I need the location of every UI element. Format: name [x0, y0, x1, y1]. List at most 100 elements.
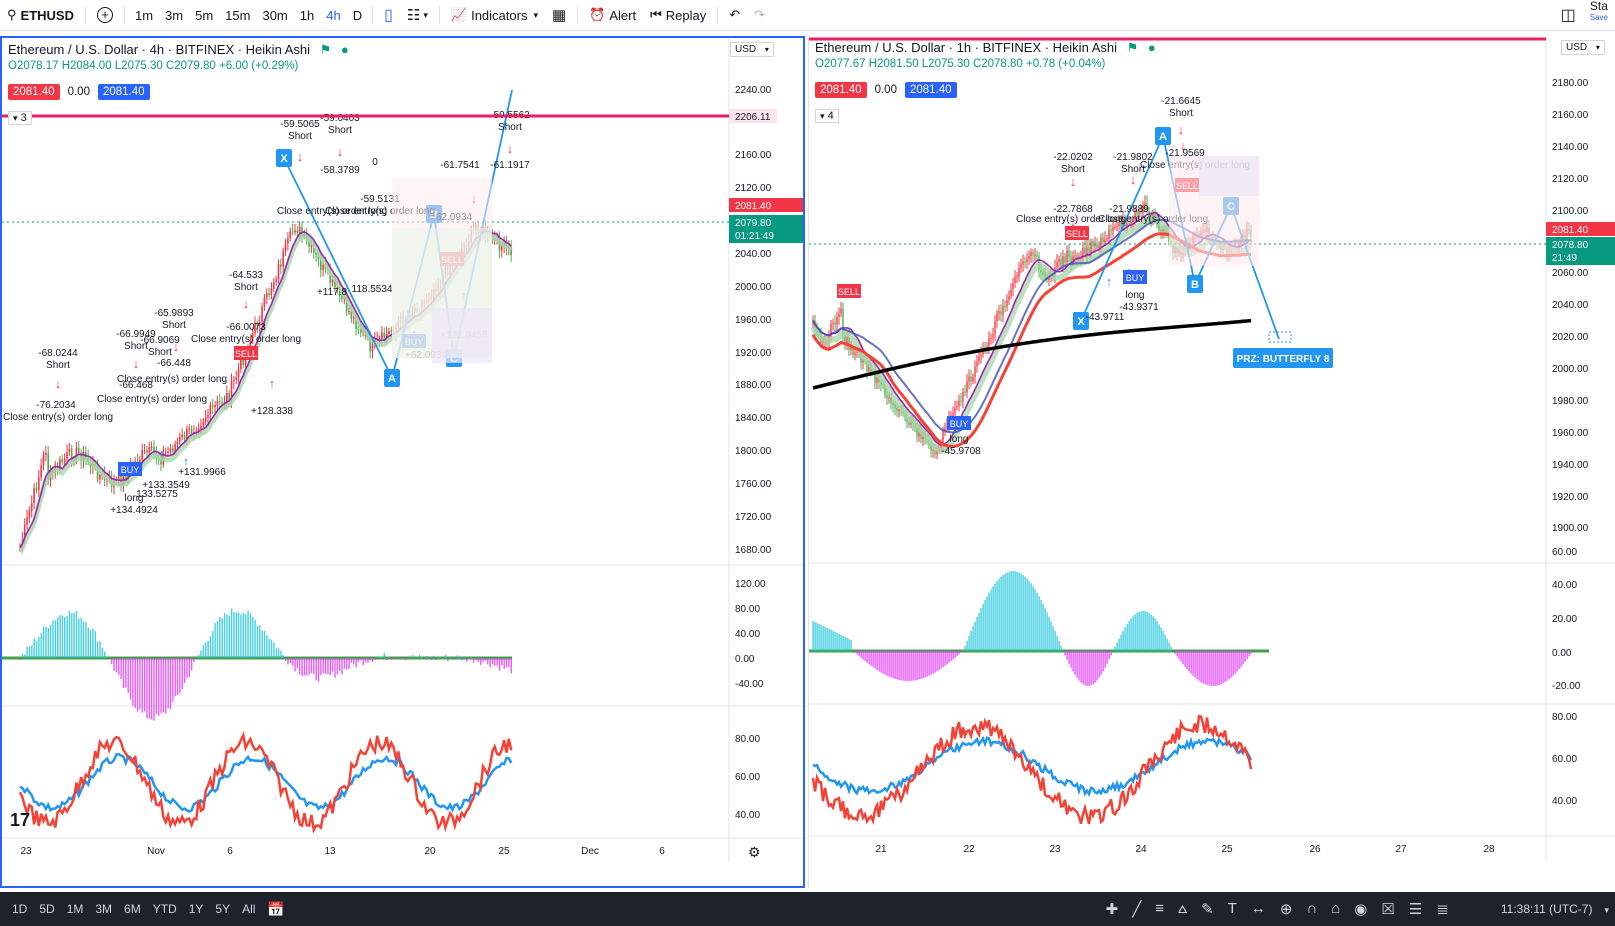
candle-body — [922, 435, 924, 440]
candle-body — [988, 338, 990, 347]
cursor-icon[interactable]: ✚ — [1105, 901, 1119, 918]
trash-icon[interactable]: ☒ — [1381, 901, 1395, 918]
interval-1m[interactable]: 1m — [134, 7, 154, 23]
interval-15m[interactable]: 15m — [225, 7, 251, 23]
bar-style-button[interactable]: ▯ — [377, 0, 400, 30]
legend-title: Ethereum / U.S. Dollar · 4h · BITFINEX ·… — [8, 42, 310, 57]
currency-select[interactable]: USD ▾ — [1561, 40, 1605, 55]
symbol-search[interactable]: ⚲ ETHUSD — [0, 0, 81, 30]
pattern-icon[interactable]: ⩟ — [1178, 900, 1188, 917]
compare-button[interactable]: + — [90, 0, 120, 30]
interval-5m[interactable]: 5m — [195, 7, 214, 23]
osc-bar — [1064, 651, 1066, 656]
magnet-icon[interactable]: ∩ — [1306, 900, 1318, 917]
osc-bar — [1038, 596, 1040, 651]
hidden-indicators-count[interactable]: ▾ 3 — [8, 111, 32, 125]
indicators-button[interactable]: 📈 Indicators ▾ — [444, 0, 545, 30]
osc-bar — [348, 658, 350, 670]
undo-button[interactable]: ↶ — [722, 0, 747, 30]
candle-body — [164, 452, 167, 454]
list-icon[interactable]: ☰ — [1408, 901, 1423, 918]
trade-label: 118.5534 — [352, 284, 393, 295]
short-arrow: ↓ — [55, 376, 62, 391]
range-YTD[interactable]: YTD — [152, 902, 177, 916]
osc-bar — [996, 580, 998, 651]
replay-button[interactable]: ⏮ Replay — [643, 0, 713, 30]
osc-bar — [894, 651, 896, 679]
sell-price-button[interactable]: 2081.40 — [815, 82, 867, 98]
range-5Y[interactable]: 5Y — [215, 902, 231, 916]
osc-bar — [395, 658, 397, 660]
text-icon[interactable]: T — [1227, 900, 1237, 917]
layout-button[interactable]: ▦ — [545, 0, 573, 30]
osc-tick: -20.00 — [1552, 681, 1581, 692]
osc-bar — [165, 658, 167, 714]
candle-body — [258, 321, 261, 327]
osc-bar — [1030, 583, 1032, 651]
range-1M[interactable]: 1M — [66, 902, 84, 916]
candle-body — [176, 441, 179, 445]
candle-body — [77, 447, 80, 453]
settings-button[interactable]: ⚙ — [748, 844, 761, 861]
chart-pane-right[interactable]: 2180.00 2160.00 2140.00 2120.00 2100.00 2060.… — [808, 36, 1615, 888]
interval-4h[interactable]: 4h — [326, 7, 341, 23]
range-3M[interactable]: 3M — [95, 902, 113, 916]
candle-body — [1138, 211, 1140, 215]
time-tick: Nov — [147, 846, 165, 857]
chart-type-button[interactable]: ☷ ▾ — [400, 0, 435, 30]
osc-bar — [336, 658, 339, 675]
count-value: 3 — [20, 112, 27, 124]
interval-D[interactable]: D — [352, 7, 363, 23]
candle-body — [296, 230, 299, 233]
eye-icon[interactable]: ◉ — [1354, 901, 1368, 918]
menu-icon[interactable]: ≣ — [1436, 901, 1449, 918]
price-tick: 2000.00 — [735, 282, 772, 293]
price-tick: 1880.00 — [735, 380, 772, 391]
lock-icon[interactable]: ⌂ — [1331, 900, 1341, 917]
currency-label: USD — [735, 44, 757, 55]
osc-bar — [1016, 571, 1018, 651]
range-6M[interactable]: 6M — [124, 902, 141, 916]
alert-button[interactable]: ⏰ Alert — [582, 0, 643, 30]
start-button[interactable]: Sta Save — [1583, 0, 1615, 31]
trade-label: Close entry(s) order long — [117, 374, 227, 385]
candle-body — [942, 430, 944, 445]
osc-bar — [322, 658, 324, 674]
pattern-point-box — [276, 149, 292, 167]
chart-canvas-right[interactable]: 2180.002160.002140.002120.002100.002060.… — [809, 36, 1615, 888]
candle-body — [908, 422, 910, 425]
currency-select[interactable]: USD ▾ — [730, 42, 774, 57]
range-5D[interactable]: 5D — [39, 902, 55, 916]
clock[interactable]: 11:38:11 (UTC-7) — [1500, 902, 1593, 916]
candle-body — [42, 454, 45, 466]
redo-button[interactable]: ↷ — [747, 0, 772, 30]
chart-pane-left[interactable]: 2240.00 2160.00 2120.00 20 80.00 2040.00 2000.… — [0, 36, 805, 888]
trade-label: -59.5065 — [280, 119, 320, 130]
range-All[interactable]: All — [242, 902, 256, 916]
layout-toggle-button[interactable]: ◫ — [1554, 0, 1583, 30]
candle-body — [289, 231, 292, 239]
interval-30m[interactable]: 30m — [262, 7, 288, 23]
osc-bar — [223, 612, 226, 658]
brush-icon[interactable]: ✎ — [1201, 901, 1214, 918]
osc-bar — [1114, 646, 1116, 651]
hidden-indicators-count[interactable]: ▾ 4 — [815, 109, 839, 123]
chart-canvas-left[interactable]: 2240.00 2160.00 2120.00 20 80.00 2040.00 2000.… — [2, 38, 803, 886]
range-1Y[interactable]: 1Y — [188, 902, 204, 916]
osc-bar — [1048, 616, 1050, 651]
measure-icon[interactable]: ↔ — [1250, 900, 1266, 917]
interval-1h[interactable]: 1h — [299, 7, 315, 23]
buy-price-button[interactable]: 2081.40 — [904, 82, 957, 98]
range-1D[interactable]: 1D — [12, 902, 28, 916]
osc-bar — [1002, 574, 1004, 651]
fib-icon[interactable]: ≡ — [1155, 900, 1164, 917]
buy-price-button[interactable]: 2081.40 — [97, 84, 150, 100]
sell-price-button[interactable]: 2081.40 — [8, 84, 60, 100]
alarm-icon: ⏰ — [589, 7, 606, 22]
zoom-icon[interactable]: ⊕ — [1279, 901, 1293, 918]
interval-3m[interactable]: 3m — [165, 7, 184, 23]
clock-chevron[interactable]: ▾ — [1598, 902, 1615, 916]
osc-tick: 40.00 — [735, 629, 760, 640]
goto-date-button[interactable]: 📅 — [261, 901, 290, 918]
trend-line-icon[interactable]: ╱ — [1132, 901, 1142, 918]
